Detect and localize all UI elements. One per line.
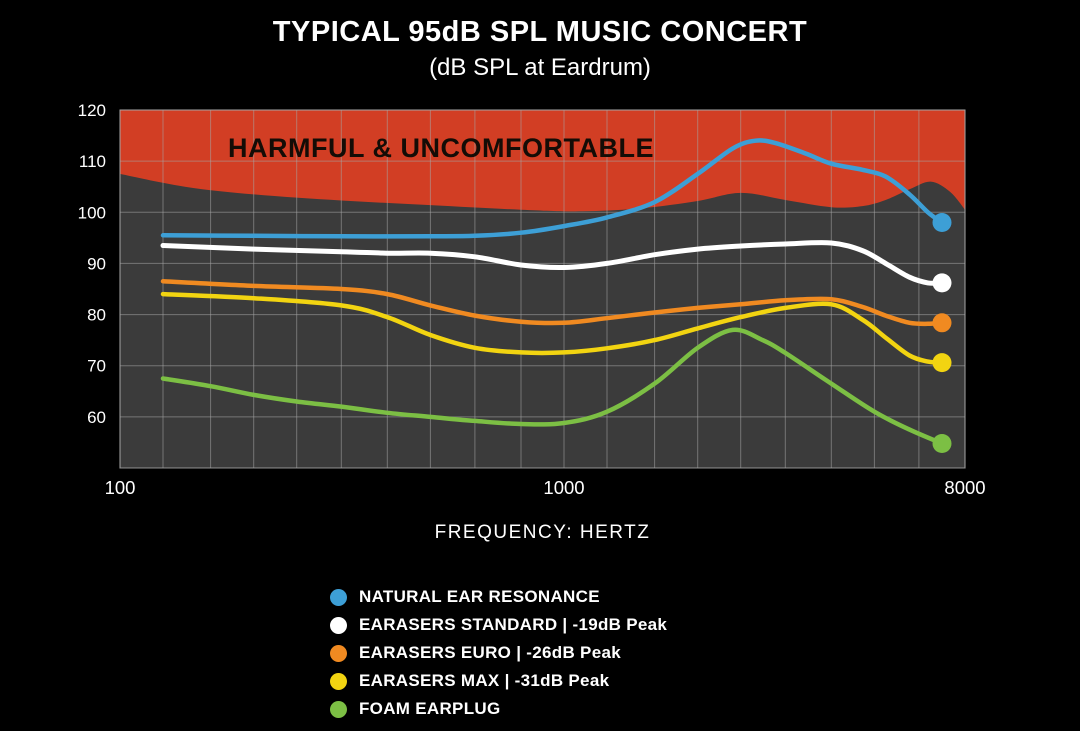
series-line-earasers-max — [160, 291, 945, 365]
legend-dot-earasers-max — [330, 672, 347, 690]
y-tick-label: 110 — [79, 152, 106, 171]
legend-label-earasers-standard: EARASERS STANDARD | -19dB Peak — [359, 615, 668, 634]
legend-label-foam-earplug: FOAM EARPLUG — [359, 699, 501, 718]
legend: NATURAL EAR RESONANCE EARASERS STANDARD |… — [330, 587, 667, 719]
legend-dot-natural-ear-resonance — [330, 588, 347, 606]
series-endpoint-foam-earplug — [932, 434, 952, 453]
x-axis-title: FREQUENCY: HERTZ — [434, 522, 651, 543]
series-endpoint-natural-ear-resonance — [932, 213, 952, 232]
series-endpoint-earasers-euro — [932, 313, 952, 333]
legend-label-natural-ear-resonance: NATURAL EAR RESONANCE — [359, 587, 600, 606]
plot-border — [119, 109, 966, 469]
legend-dot-earasers-euro — [330, 644, 347, 662]
series-line-earasers-euro — [160, 279, 945, 327]
x-tick-label: 8000 — [944, 477, 985, 498]
legend-dot-foam-earplug — [330, 700, 347, 718]
series-endpoint-earasers-standard — [932, 273, 952, 293]
legend-item-earasers-max: EARASERS MAX | -31dB Peak — [330, 671, 667, 691]
legend-label-earasers-max: EARASERS MAX | -31dB Peak — [359, 671, 610, 690]
series-line-earasers-standard — [160, 240, 945, 286]
legend-item-earasers-euro: EARASERS EURO | -26dB Peak — [330, 643, 667, 663]
series-endpoint-earasers-max — [932, 353, 952, 373]
x-tick-label: 100 — [105, 477, 136, 498]
legend-item-earasers-standard: EARASERS STANDARD | -19dB Peak — [330, 615, 667, 635]
y-tick-label: 100 — [78, 203, 106, 222]
y-tick-label: 70 — [87, 357, 106, 376]
chart-title: TYPICAL 95dB SPL MUSIC CONCERT — [272, 16, 808, 48]
x-tick-label: 1000 — [543, 477, 584, 498]
chart-subtitle: (dB SPL at Eardrum) — [429, 54, 651, 81]
series-line-natural-ear-resonance — [160, 138, 945, 239]
y-tick-label: 120 — [78, 101, 106, 120]
legend-label-earasers-euro: EARASERS EURO | -26dB Peak — [359, 643, 621, 662]
danger-zone-label: HARMFUL & UNCOMFORTABLE — [228, 133, 654, 163]
legend-item-natural-ear-resonance: NATURAL EAR RESONANCE — [330, 587, 667, 607]
y-tick-label: 80 — [87, 306, 106, 325]
y-tick-label: 90 — [87, 254, 106, 273]
y-tick-label: 60 — [87, 408, 106, 427]
legend-dot-earasers-standard — [330, 616, 347, 634]
series-line-foam-earplug — [160, 327, 945, 446]
legend-item-foam-earplug: FOAM EARPLUG — [330, 699, 667, 719]
